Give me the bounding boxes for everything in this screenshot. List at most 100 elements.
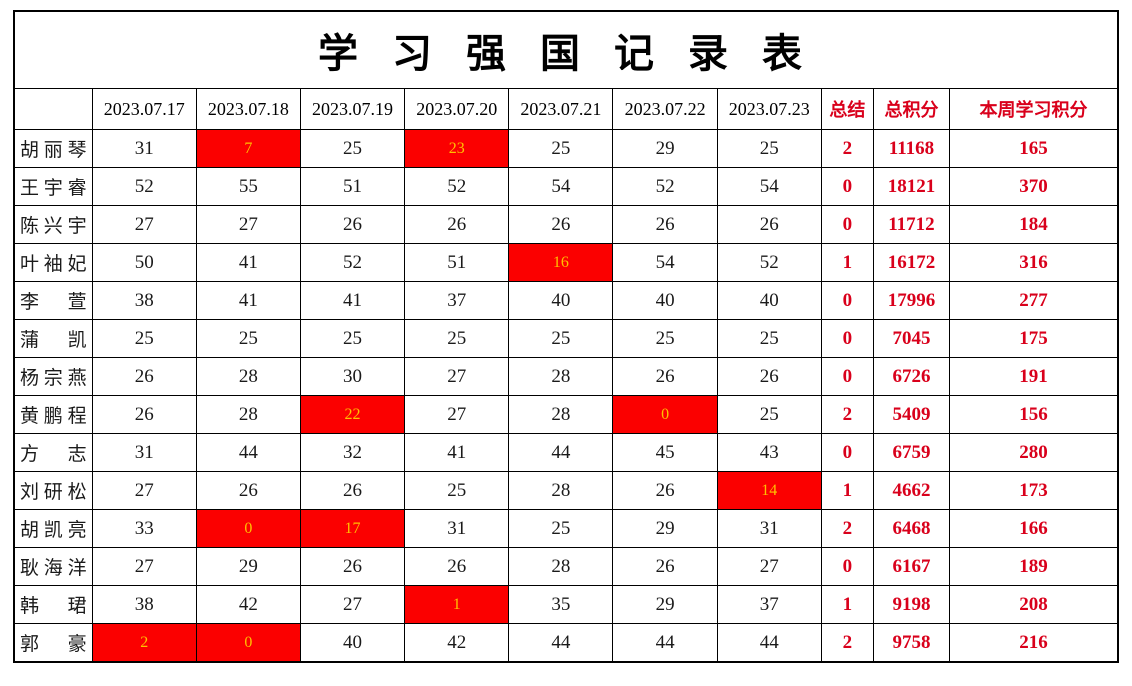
score-cell: 28 (195, 357, 301, 396)
date-header: 2023.07.22 (612, 88, 718, 130)
table-row: 叶袖妃 50 41 52 51 16 54 52 1 16172 316 (13, 243, 1119, 282)
date-header: 2023.07.19 (299, 88, 406, 130)
student-name-cell: 耿海洋 (13, 547, 93, 586)
score-cell: 52 (404, 167, 510, 206)
student-name-cell: 刘研松 (13, 471, 93, 510)
score-cell: 54 (612, 243, 718, 282)
total-score-cell: 4662 (872, 471, 951, 510)
table-row: 韩 珺 38 42 27 1 35 29 37 1 9198 208 (13, 585, 1119, 624)
week-score-cell: 189 (949, 547, 1119, 586)
total-score-cell: 18121 (872, 167, 951, 206)
score-cell: 51 (404, 243, 510, 282)
week-score-cell: 277 (949, 281, 1119, 320)
score-cell: 26 (612, 471, 718, 510)
week-score-cell: 156 (949, 395, 1119, 434)
score-cell: 29 (612, 585, 718, 624)
table-row: 胡丽琴 31 7 25 23 25 29 25 2 11168 165 (13, 129, 1119, 168)
summary-header: 总结 (820, 88, 874, 130)
student-name-cell: 叶袖妃 (13, 243, 93, 282)
score-cell: 44 (508, 623, 614, 663)
table-row: 郭 豪 2 0 40 42 44 44 44 2 9758 216 (13, 623, 1119, 663)
summary-cell: 0 (820, 547, 874, 586)
total-score-cell: 9758 (872, 623, 951, 663)
score-cell: 25 (716, 395, 822, 434)
score-cell: 44 (508, 433, 614, 472)
score-cell: 40 (716, 281, 822, 320)
score-cell: 31 (716, 509, 822, 548)
score-cell: 38 (91, 281, 197, 320)
score-cell: 27 (91, 547, 197, 586)
score-cell: 25 (299, 319, 406, 358)
score-cell: 7 (195, 129, 301, 168)
summary-cell: 0 (820, 167, 874, 206)
student-name-cell: 李 萱 (13, 281, 93, 320)
table-row: 王宇睿 52 55 51 52 54 52 54 0 18121 370 (13, 167, 1119, 206)
student-name-cell: 方 志 (13, 433, 93, 472)
score-cell: 50 (91, 243, 197, 282)
score-cell: 41 (299, 281, 406, 320)
total-score-cell: 9198 (872, 585, 951, 624)
table-row: 方 志 31 44 32 41 44 45 43 0 6759 280 (13, 433, 1119, 472)
score-cell: 26 (91, 357, 197, 396)
score-cell: 40 (299, 623, 406, 663)
total-score-cell: 6726 (872, 357, 951, 396)
score-cell: 28 (508, 547, 614, 586)
summary-cell: 1 (820, 471, 874, 510)
score-cell: 27 (299, 585, 406, 624)
student-name-cell: 胡丽琴 (13, 129, 93, 168)
score-cell: 30 (299, 357, 406, 396)
score-cell: 25 (404, 471, 510, 510)
score-cell: 52 (612, 167, 718, 206)
score-cell: 43 (716, 433, 822, 472)
score-cell: 25 (508, 319, 614, 358)
summary-cell: 2 (820, 395, 874, 434)
table-row: 耿海洋 27 29 26 26 28 26 27 0 6167 189 (13, 547, 1119, 586)
week-score-cell: 370 (949, 167, 1119, 206)
score-cell: 26 (299, 471, 406, 510)
date-header: 2023.07.23 (716, 88, 822, 130)
summary-cell: 2 (820, 129, 874, 168)
score-cell: 27 (404, 357, 510, 396)
student-name-cell: 郭 豪 (13, 623, 93, 663)
score-cell: 41 (195, 281, 301, 320)
score-cell: 25 (508, 129, 614, 168)
score-cell: 0 (195, 623, 301, 663)
student-name-cell: 陈兴宇 (13, 205, 93, 244)
score-cell: 23 (404, 129, 510, 168)
total-score-cell: 11168 (872, 129, 951, 168)
summary-cell: 1 (820, 243, 874, 282)
total-score-cell: 6167 (872, 547, 951, 586)
week-score-cell: 208 (949, 585, 1119, 624)
score-cell: 41 (404, 433, 510, 472)
week-score-cell: 165 (949, 129, 1119, 168)
score-cell: 40 (508, 281, 614, 320)
total-score-cell: 16172 (872, 243, 951, 282)
score-cell: 14 (716, 471, 822, 510)
score-cell: 22 (299, 395, 406, 434)
score-cell: 29 (612, 509, 718, 548)
score-cell: 28 (508, 357, 614, 396)
table-row: 蒲 凯 25 25 25 25 25 25 25 0 7045 175 (13, 319, 1119, 358)
total-score-cell: 6759 (872, 433, 951, 472)
score-cell: 31 (91, 433, 197, 472)
title-row: 学 习 强 国 记 录 表 (13, 10, 1119, 89)
score-cell: 45 (612, 433, 718, 472)
score-cell: 27 (91, 471, 197, 510)
score-cell: 26 (612, 205, 718, 244)
table-row: 刘研松 27 26 26 25 28 26 14 1 4662 173 (13, 471, 1119, 510)
date-header: 2023.07.18 (195, 88, 301, 130)
score-cell: 25 (508, 509, 614, 548)
score-cell: 25 (404, 319, 510, 358)
score-cell: 26 (612, 357, 718, 396)
score-cell: 26 (299, 547, 406, 586)
summary-cell: 2 (820, 623, 874, 663)
score-cell: 28 (195, 395, 301, 434)
score-cell: 28 (508, 471, 614, 510)
page-title: 学 习 强 国 记 录 表 (13, 10, 1119, 89)
student-name-cell: 黄鹏程 (13, 395, 93, 434)
total-score-cell: 6468 (872, 509, 951, 548)
total-score-cell: 11712 (872, 205, 951, 244)
score-cell: 27 (91, 205, 197, 244)
score-cell: 25 (716, 129, 822, 168)
week-score-header: 本周学习积分 (949, 88, 1119, 130)
